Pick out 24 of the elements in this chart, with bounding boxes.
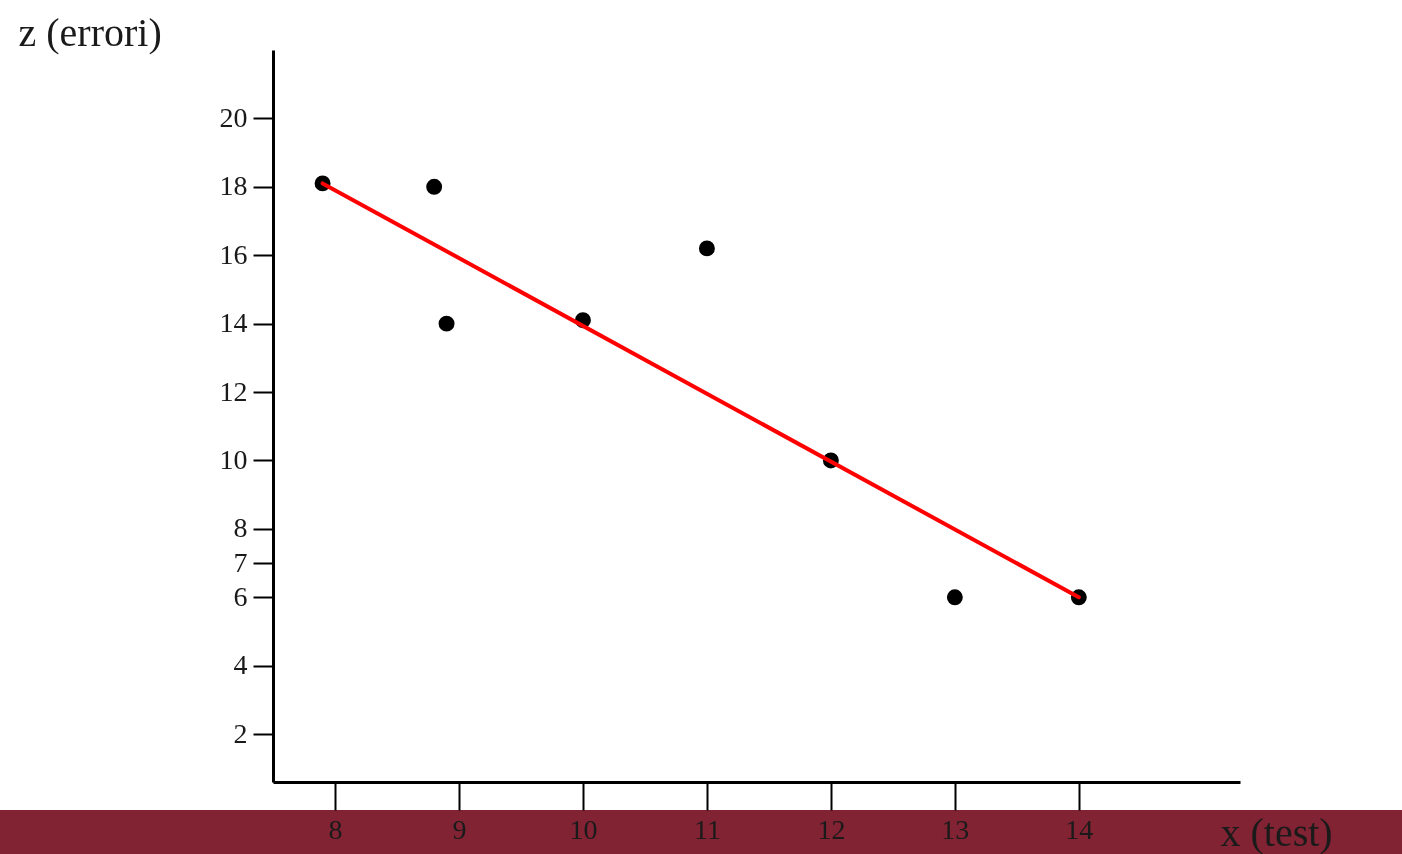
y-tick-label: 10 [219,443,248,475]
point [426,178,443,195]
x-tick-label: 10 [569,813,598,845]
point [698,240,715,257]
x-tick-label: 12 [817,813,846,845]
x-tick-label: 14 [1065,813,1094,845]
y-tick-label: 16 [219,238,248,270]
y-tick-label: 4 [233,649,248,681]
x-axis-title: x (test) [1220,809,1333,854]
y-tick-label: 7 [233,546,248,578]
point [438,315,455,332]
y-tick-label: 6 [233,580,248,612]
x-tick-label: 13 [941,813,970,845]
y-tick-label: 2 [233,717,248,749]
y-tick-label: 14 [219,307,248,339]
y-axis-title: z (errori) [18,9,162,55]
y-tick-label: 8 [233,512,248,544]
y-tick-label: 20 [219,101,248,133]
x-tick-label: 9 [452,813,467,845]
y-tick-label: 12 [219,375,248,407]
point [946,589,963,606]
y-tick-label: 18 [219,170,248,202]
x-tick-label: 11 [693,813,721,845]
x-tick-label: 8 [328,813,343,845]
